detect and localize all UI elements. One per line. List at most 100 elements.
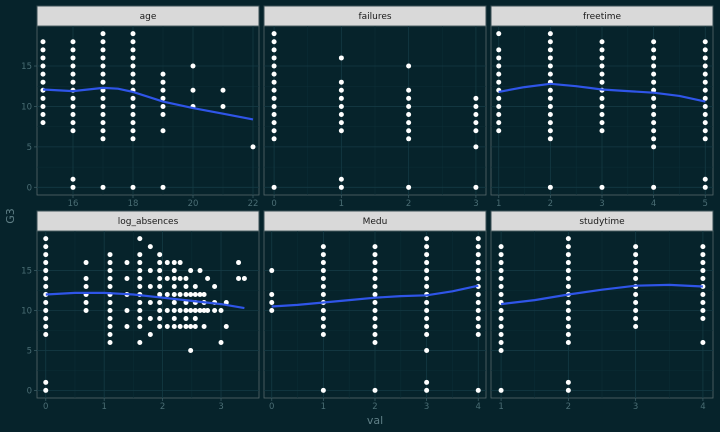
data-point bbox=[70, 47, 76, 53]
data-point bbox=[157, 315, 163, 321]
data-point bbox=[70, 39, 76, 45]
data-point bbox=[475, 331, 481, 337]
data-point bbox=[320, 268, 326, 274]
data-point bbox=[137, 236, 143, 242]
data-point bbox=[124, 276, 130, 282]
data-point bbox=[43, 284, 49, 290]
data-point bbox=[130, 95, 136, 101]
data-point bbox=[372, 284, 378, 290]
data-point bbox=[473, 144, 479, 150]
data-point bbox=[372, 276, 378, 282]
data-point bbox=[241, 276, 247, 282]
panel-background bbox=[36, 25, 260, 196]
data-point bbox=[130, 184, 136, 190]
data-point bbox=[475, 268, 481, 274]
data-point bbox=[70, 103, 76, 109]
data-point bbox=[212, 284, 218, 290]
data-point bbox=[183, 284, 189, 290]
data-point bbox=[633, 300, 639, 306]
x-tick-label: 3 bbox=[599, 199, 604, 209]
data-point bbox=[475, 300, 481, 306]
data-point bbox=[157, 284, 163, 290]
x-tick-label: 2 bbox=[406, 199, 411, 209]
data-point bbox=[651, 184, 657, 190]
data-point bbox=[320, 315, 326, 321]
data-point bbox=[424, 300, 430, 306]
data-point bbox=[372, 315, 378, 321]
data-point bbox=[124, 260, 130, 266]
data-point bbox=[107, 331, 113, 337]
data-point bbox=[83, 300, 89, 306]
data-point bbox=[547, 112, 553, 118]
x-tick-label: 4 bbox=[476, 402, 481, 412]
data-point bbox=[406, 63, 412, 69]
data-point bbox=[424, 284, 430, 290]
data-point bbox=[40, 103, 46, 109]
strip-label-log_absences: log_absences bbox=[118, 217, 179, 227]
data-point bbox=[137, 300, 143, 306]
data-point bbox=[565, 244, 571, 250]
data-point bbox=[496, 31, 502, 37]
data-point bbox=[107, 323, 113, 329]
data-point bbox=[137, 260, 143, 266]
data-point bbox=[702, 128, 708, 134]
data-point bbox=[651, 103, 657, 109]
data-point bbox=[565, 284, 571, 290]
data-point bbox=[83, 260, 89, 266]
data-point bbox=[197, 308, 203, 314]
data-point bbox=[496, 128, 502, 134]
x-tick-label: 3 bbox=[424, 402, 429, 412]
x-axis-title: val bbox=[367, 414, 383, 427]
data-point bbox=[320, 308, 326, 314]
data-point bbox=[137, 323, 143, 329]
data-point bbox=[43, 268, 49, 274]
data-point bbox=[473, 120, 479, 126]
data-point bbox=[372, 268, 378, 274]
data-point bbox=[100, 136, 106, 142]
data-point bbox=[70, 128, 76, 134]
data-point bbox=[192, 308, 198, 314]
smooth-line-Medu bbox=[271, 284, 479, 308]
data-point bbox=[496, 71, 502, 77]
data-point bbox=[137, 339, 143, 345]
data-point bbox=[651, 136, 657, 142]
data-point bbox=[100, 79, 106, 85]
data-point bbox=[475, 315, 481, 321]
data-point bbox=[269, 300, 275, 306]
strip-label-age: age bbox=[140, 12, 157, 22]
data-point bbox=[130, 79, 136, 85]
data-point bbox=[83, 308, 89, 314]
data-point bbox=[496, 79, 502, 85]
data-point bbox=[236, 260, 242, 266]
data-point bbox=[320, 331, 326, 337]
data-point bbox=[700, 260, 706, 266]
data-point bbox=[107, 339, 113, 345]
data-point bbox=[190, 63, 196, 69]
data-point bbox=[320, 284, 326, 290]
y-tick-label: 0 bbox=[27, 183, 32, 193]
data-point bbox=[223, 323, 229, 329]
data-point bbox=[424, 315, 430, 321]
data-point bbox=[547, 120, 553, 126]
data-point bbox=[107, 252, 113, 258]
data-point bbox=[565, 308, 571, 314]
data-point bbox=[171, 276, 177, 282]
data-point bbox=[599, 120, 605, 126]
data-point bbox=[372, 387, 378, 393]
data-point bbox=[565, 339, 571, 345]
data-point bbox=[70, 184, 76, 190]
data-point bbox=[702, 39, 708, 45]
data-point bbox=[183, 292, 189, 298]
data-point bbox=[702, 103, 708, 109]
data-point bbox=[190, 87, 196, 93]
data-point bbox=[633, 268, 639, 274]
data-point bbox=[498, 260, 504, 266]
data-point bbox=[164, 260, 170, 266]
y-tick-label: 5 bbox=[27, 143, 32, 153]
data-point bbox=[496, 47, 502, 53]
data-point bbox=[424, 308, 430, 314]
data-point bbox=[565, 387, 571, 393]
data-point bbox=[130, 112, 136, 118]
data-point bbox=[171, 292, 177, 298]
data-point bbox=[599, 79, 605, 85]
